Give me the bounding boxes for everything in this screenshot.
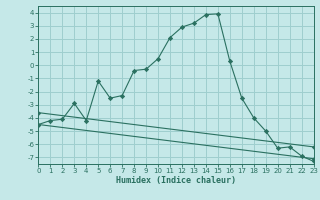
X-axis label: Humidex (Indice chaleur): Humidex (Indice chaleur) xyxy=(116,176,236,185)
